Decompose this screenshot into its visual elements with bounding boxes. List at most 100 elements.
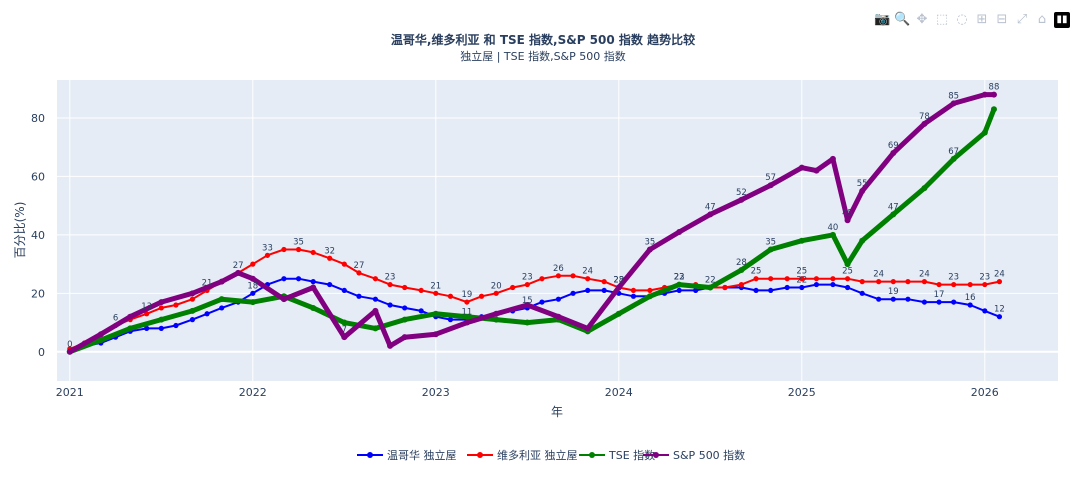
data-point[interactable] — [707, 284, 714, 291]
data-point[interactable] — [981, 91, 988, 98]
data-point[interactable] — [189, 307, 196, 314]
data-point[interactable] — [372, 296, 379, 302]
data-point[interactable] — [982, 281, 988, 288]
data-point[interactable] — [204, 311, 210, 317]
data-point[interactable] — [601, 287, 607, 294]
data-point[interactable] — [996, 314, 1003, 320]
data-point[interactable] — [372, 276, 379, 282]
data-point[interactable] — [250, 290, 256, 296]
data-point[interactable] — [615, 310, 622, 317]
data-point[interactable] — [372, 307, 379, 314]
data-point[interactable] — [173, 302, 179, 308]
data-point[interactable] — [127, 325, 134, 332]
autoscale-icon[interactable]: ⤢ — [1016, 12, 1028, 27]
data-point[interactable] — [493, 316, 500, 323]
data-point[interactable] — [738, 266, 745, 273]
data-point[interactable] — [493, 310, 500, 317]
data-point[interactable] — [539, 276, 545, 282]
home-icon[interactable]: ⌂ — [1037, 12, 1047, 27]
data-point[interactable] — [310, 249, 316, 256]
data-point[interactable] — [555, 296, 562, 302]
data-point[interactable] — [630, 293, 637, 299]
data-point[interactable] — [280, 296, 287, 303]
data-point[interactable] — [798, 237, 805, 244]
data-point[interactable] — [936, 299, 942, 305]
data-point[interactable] — [173, 322, 179, 329]
data-point[interactable] — [158, 325, 164, 331]
data-point[interactable] — [890, 211, 897, 218]
data-point[interactable] — [738, 196, 745, 203]
data-point[interactable] — [829, 231, 836, 238]
camera-icon[interactable]: 📷 — [874, 12, 891, 27]
data-point[interactable] — [646, 246, 653, 253]
data-point[interactable] — [144, 311, 150, 317]
data-point[interactable] — [905, 279, 911, 285]
data-point[interactable] — [967, 302, 973, 308]
data-point[interactable] — [585, 276, 591, 282]
data-point[interactable] — [432, 310, 439, 317]
data-point[interactable] — [844, 217, 851, 224]
data-point[interactable] — [830, 281, 836, 288]
legend-item[interactable]: S&P 500 指数 — [643, 448, 745, 462]
data-point[interactable] — [189, 290, 196, 297]
data-point[interactable] — [982, 308, 988, 314]
data-point[interactable] — [341, 319, 348, 326]
data-point[interactable] — [281, 276, 287, 282]
data-point[interactable] — [249, 275, 256, 282]
data-point[interactable] — [950, 155, 957, 162]
data-point[interactable] — [676, 228, 683, 235]
data-point[interactable] — [844, 284, 851, 291]
data-point[interactable] — [693, 287, 699, 294]
zoom-out-icon[interactable]: ⊟ — [996, 12, 1008, 27]
data-point[interactable] — [753, 276, 759, 282]
data-point[interactable] — [189, 296, 196, 302]
box-select-icon[interactable]: ⬚ — [935, 12, 949, 27]
data-point[interactable] — [905, 296, 911, 302]
data-point[interactable] — [463, 313, 470, 320]
data-point[interactable] — [402, 305, 408, 311]
data-point[interactable] — [936, 281, 942, 288]
data-point[interactable] — [584, 325, 591, 332]
data-point[interactable] — [356, 293, 362, 299]
data-point[interactable] — [524, 319, 531, 326]
data-point[interactable] — [447, 317, 454, 323]
data-point[interactable] — [493, 290, 499, 296]
data-point[interactable] — [219, 305, 225, 311]
plot-area[interactable] — [57, 80, 1058, 381]
data-point[interactable] — [630, 287, 637, 294]
data-point[interactable] — [676, 287, 682, 294]
data-point[interactable] — [387, 302, 393, 308]
data-point[interactable] — [859, 188, 866, 195]
data-point[interactable] — [402, 284, 408, 291]
data-point[interactable] — [570, 273, 576, 279]
data-point[interactable] — [341, 261, 347, 267]
data-point[interactable] — [570, 290, 576, 296]
data-point[interactable] — [158, 305, 164, 311]
data-point[interactable] — [341, 334, 348, 341]
data-point[interactable] — [921, 120, 928, 127]
data-point[interactable] — [401, 334, 408, 341]
data-point[interactable] — [158, 299, 165, 306]
data-point[interactable] — [447, 293, 454, 299]
data-point[interactable] — [144, 325, 150, 331]
data-point[interactable] — [951, 281, 957, 288]
data-point[interactable] — [615, 284, 622, 291]
data-point[interactable] — [281, 246, 287, 253]
data-point[interactable] — [767, 246, 774, 253]
data-point[interactable] — [799, 276, 805, 282]
data-point[interactable] — [813, 167, 820, 174]
data-point[interactable] — [876, 279, 882, 285]
data-point[interactable] — [585, 287, 591, 294]
data-point[interactable] — [327, 281, 333, 288]
data-point[interactable] — [921, 299, 928, 305]
data-point[interactable] — [951, 299, 957, 305]
data-point[interactable] — [295, 276, 302, 282]
data-point[interactable] — [707, 211, 714, 218]
data-point[interactable] — [990, 106, 997, 113]
data-point[interactable] — [859, 279, 865, 285]
data-point[interactable] — [784, 284, 790, 291]
data-point[interactable] — [250, 261, 256, 267]
data-point[interactable] — [387, 281, 393, 288]
data-point[interactable] — [555, 313, 562, 320]
data-point[interactable] — [798, 164, 805, 171]
